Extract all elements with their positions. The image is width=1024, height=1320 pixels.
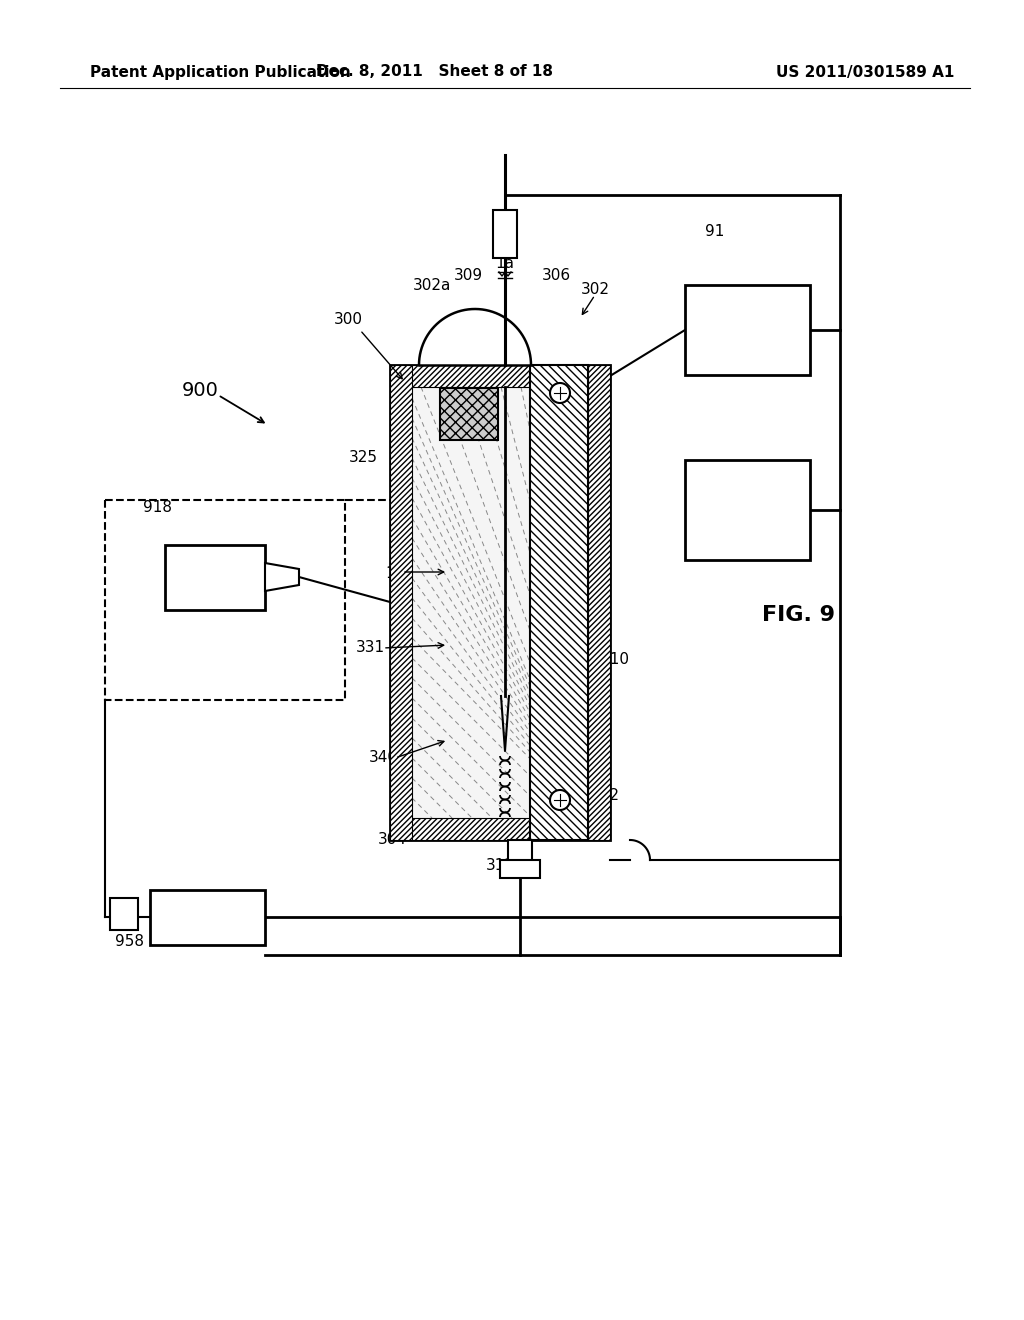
Bar (500, 861, 540, 878)
Bar (588, 366, 610, 840)
Text: 21: 21 (735, 321, 761, 339)
Polygon shape (265, 564, 299, 591)
Bar (110, 898, 138, 931)
Text: 325: 325 (348, 450, 378, 466)
Polygon shape (419, 309, 531, 366)
Text: FIG. 9: FIG. 9 (762, 605, 835, 624)
Bar (105, 500, 345, 700)
Text: 331: 331 (355, 640, 385, 656)
Text: 900: 900 (181, 380, 218, 400)
Text: Patent Application Publication: Patent Application Publication (90, 65, 351, 79)
Bar (165, 545, 265, 610)
Text: 302: 302 (581, 282, 609, 297)
Bar (685, 285, 810, 375)
Text: 958: 958 (116, 935, 144, 949)
Text: 1: 1 (385, 565, 395, 581)
Bar (390, 366, 610, 840)
Text: 1a: 1a (496, 256, 514, 271)
Text: US 2011/0301589 A1: US 2011/0301589 A1 (776, 65, 954, 79)
Text: 912: 912 (190, 565, 219, 581)
Text: 302a: 302a (413, 279, 452, 293)
Circle shape (550, 789, 570, 810)
Bar (150, 890, 265, 945)
Text: 309: 309 (454, 268, 482, 282)
Bar (530, 366, 588, 840)
Text: 954: 954 (185, 911, 214, 925)
Text: 300: 300 (334, 313, 362, 327)
Bar (440, 388, 498, 440)
Text: Dec. 8, 2011   Sheet 8 of 18: Dec. 8, 2011 Sheet 8 of 18 (316, 65, 554, 79)
Text: 306: 306 (542, 268, 570, 282)
Bar (508, 840, 532, 870)
Text: 322: 322 (591, 788, 620, 803)
Bar (390, 366, 610, 387)
Text: 918: 918 (143, 500, 172, 516)
Text: 91: 91 (706, 224, 725, 239)
Bar (390, 366, 412, 840)
Bar (493, 210, 517, 257)
Bar (685, 459, 810, 560)
Circle shape (550, 383, 570, 403)
Text: 916: 916 (729, 500, 767, 520)
Bar (412, 387, 588, 818)
Text: 304: 304 (378, 833, 407, 847)
Bar (390, 818, 610, 840)
Text: 312: 312 (485, 858, 514, 873)
Text: 310: 310 (600, 652, 630, 668)
Text: 340: 340 (369, 751, 397, 766)
